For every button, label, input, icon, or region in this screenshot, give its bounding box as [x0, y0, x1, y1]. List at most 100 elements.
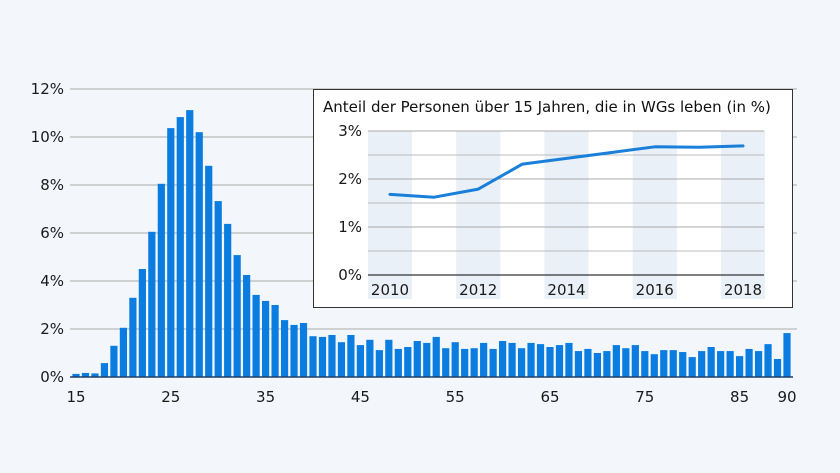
main-bar — [129, 297, 137, 377]
main-x-tick-label: 15 — [66, 388, 85, 406]
main-bar — [100, 363, 109, 377]
main-bar — [461, 348, 469, 377]
main-bar — [167, 128, 175, 377]
main-bar — [290, 324, 298, 377]
main-bar — [451, 342, 459, 377]
inset-y-tick-label: 3% — [338, 122, 362, 140]
main-bar — [736, 356, 744, 377]
inset-x-axis: 2010 2012 2014 2016 2018 — [371, 281, 762, 299]
main-x-tick-label: 85 — [730, 388, 749, 406]
inset-x-tick-label: 2010 — [371, 281, 409, 299]
inset-x-tick-label: 2018 — [724, 281, 762, 299]
main-bar — [91, 373, 99, 377]
main-bar — [299, 323, 308, 377]
main-bar — [404, 347, 412, 377]
main-y-tick-label: 4% — [40, 272, 64, 290]
main-x-tick-label: 90 — [777, 388, 796, 406]
main-bar — [347, 335, 355, 377]
inset-x-tick-label: 2014 — [547, 281, 585, 299]
main-bar — [243, 275, 251, 377]
main-bar — [726, 351, 734, 377]
main-bar — [574, 351, 583, 377]
inset-bands — [367, 131, 766, 299]
main-bar — [480, 342, 488, 377]
main-bar — [375, 350, 383, 377]
main-x-tick-label: 45 — [351, 388, 370, 406]
main-bar — [413, 341, 421, 377]
main-bar — [641, 351, 649, 377]
main-bar — [356, 345, 364, 377]
inset-y-tick-label: 0% — [338, 266, 362, 284]
main-bar — [470, 348, 478, 377]
main-x-tick-label: 65 — [540, 388, 559, 406]
main-bar — [186, 110, 194, 378]
main-bar — [584, 348, 592, 377]
main-bar — [679, 352, 687, 377]
main-y-tick-label: 8% — [40, 176, 64, 194]
main-y-tick-label: 12% — [31, 80, 64, 98]
main-bar — [337, 342, 346, 377]
main-bar — [385, 339, 393, 377]
inset-y-axis: 0% 1% 2% 3% — [338, 122, 362, 284]
inset-x-tick-label: 2012 — [459, 281, 497, 299]
main-y-tick-label: 10% — [31, 128, 64, 146]
inset-band — [720, 131, 766, 299]
main-bar — [603, 351, 611, 377]
main-x-tick-label: 25 — [161, 388, 180, 406]
main-bar — [442, 348, 450, 377]
inset-y-tick-label: 1% — [338, 218, 362, 236]
main-bar — [499, 341, 507, 377]
main-bar — [72, 373, 80, 377]
main-bar — [555, 345, 564, 377]
main-bar — [593, 353, 601, 377]
main-x-tick-label: 55 — [446, 388, 465, 406]
main-bar — [110, 345, 118, 377]
main-x-tick-label: 75 — [635, 388, 654, 406]
inset-gridlines — [368, 130, 764, 252]
main-bar — [688, 357, 696, 377]
main-bar — [717, 351, 725, 377]
main-bars — [72, 110, 791, 378]
main-bar — [205, 165, 213, 377]
main-bar — [271, 305, 279, 377]
inset-line-series — [388, 144, 745, 199]
main-bar — [764, 344, 772, 377]
main-bar — [565, 342, 573, 377]
main-bar — [489, 348, 497, 377]
main-bar — [773, 359, 782, 377]
main-bar — [707, 347, 715, 377]
main-bar — [280, 320, 289, 377]
inset-band — [632, 131, 677, 299]
main-bar — [157, 183, 165, 377]
main-bar — [176, 117, 184, 377]
main-bar — [262, 300, 270, 377]
main-bar — [669, 350, 677, 377]
main-bar — [81, 372, 90, 377]
main-bar — [650, 354, 658, 377]
main-y-tick-label: 0% — [40, 368, 64, 386]
inset-y-tick-label: 2% — [338, 170, 362, 188]
main-bar — [527, 342, 535, 377]
main-bar — [631, 345, 639, 377]
main-bar — [318, 336, 327, 377]
main-bar — [328, 335, 336, 377]
inset-band — [367, 131, 413, 299]
main-bar — [423, 342, 431, 377]
main-bar — [783, 333, 791, 377]
inset-band — [456, 131, 501, 299]
main-bar — [138, 269, 146, 377]
main-bar — [612, 345, 620, 377]
main-bar — [754, 351, 763, 377]
inset-chart: Anteil der Personen über 15 Jahren, die … — [313, 89, 793, 308]
main-bar — [508, 342, 516, 377]
main-bar — [214, 201, 222, 377]
main-bar — [309, 336, 317, 377]
main-bar — [432, 336, 440, 377]
main-bar — [622, 348, 630, 377]
main-bar — [660, 350, 668, 377]
main-bar — [195, 132, 203, 377]
main-bar — [366, 339, 374, 377]
main-x-tick-label: 35 — [256, 388, 275, 406]
main-x-axis: 15 25 35 45 55 65 75 85 90 — [66, 388, 796, 406]
